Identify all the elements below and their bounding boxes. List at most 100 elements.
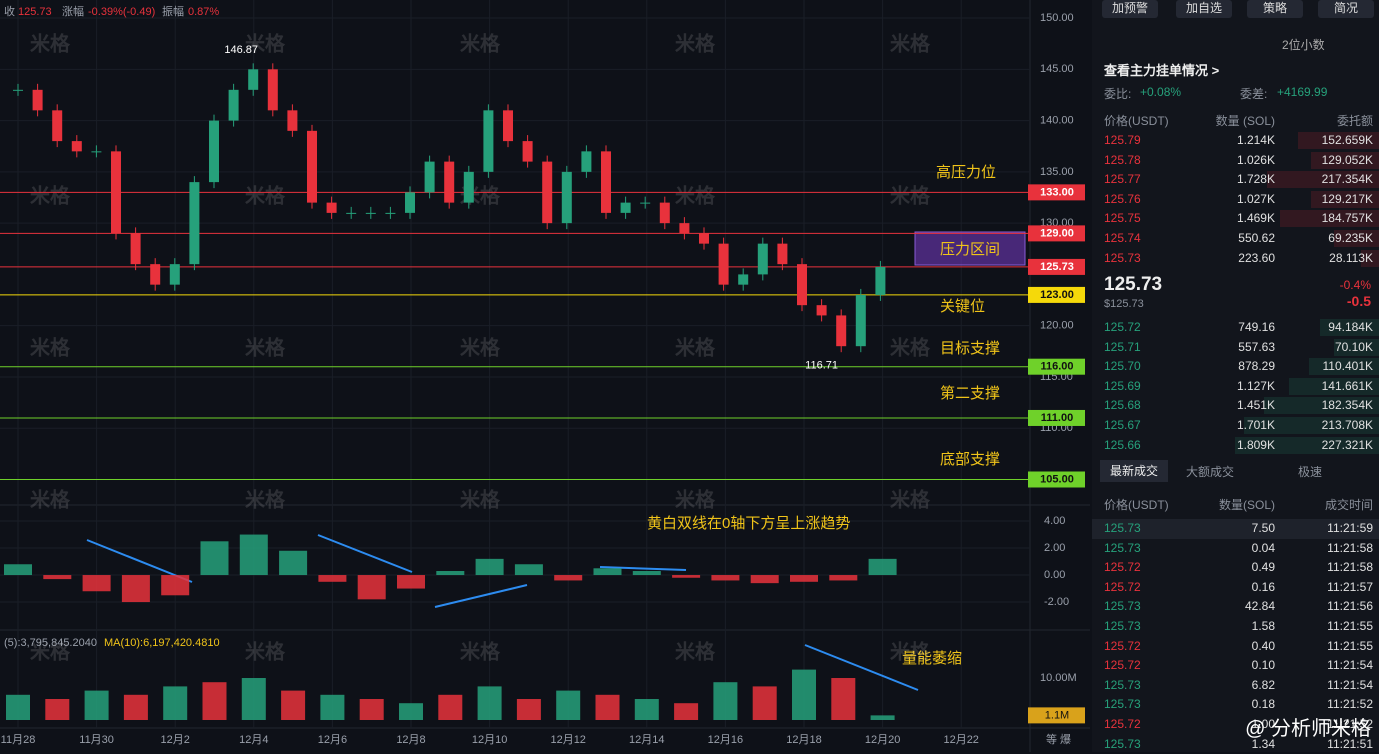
macd-bar	[43, 575, 72, 580]
cell: 184.757K	[1321, 211, 1373, 226]
cell: 0.49	[1251, 560, 1275, 575]
candle	[757, 243, 768, 275]
tab[interactable]: 极速	[1298, 465, 1323, 479]
watermark: 米格	[460, 487, 501, 511]
cell: 110.401K	[1322, 359, 1374, 374]
candle	[561, 171, 572, 224]
cell: 11:21:55	[1327, 638, 1373, 653]
watermark: 米格	[245, 639, 286, 663]
volume-bar	[241, 678, 266, 720]
volume-bar	[870, 715, 895, 720]
tab[interactable]: 最新成交	[1100, 460, 1168, 482]
watermark: 米格	[890, 183, 931, 207]
cell: 1.701K	[1236, 418, 1275, 432]
cell: 125.77	[1104, 172, 1141, 187]
candle	[424, 161, 435, 193]
volume-bar	[399, 703, 423, 720]
decimals[interactable]: 2位小数	[1282, 38, 1325, 52]
macd-bar	[750, 575, 779, 584]
book-row: 125.71 557.63 70.10K	[1092, 338, 1379, 358]
annotation: 目标支撑	[940, 340, 1000, 357]
candle	[444, 161, 455, 203]
trade-row: 125.73 1.58 11:21:55	[1092, 617, 1379, 637]
button[interactable]: 简况	[1318, 0, 1374, 18]
candle	[463, 171, 474, 203]
high-label: 146.87	[224, 44, 258, 56]
candle	[836, 315, 847, 347]
trade-row: 125.73 7.50 11:21:59	[1092, 519, 1379, 539]
cell: 94.184K	[1328, 320, 1373, 334]
cell: 125.67	[1104, 418, 1141, 432]
trend-arrow	[317, 534, 413, 573]
button[interactable]: 加自选	[1176, 0, 1232, 18]
cell: 125.73	[1104, 619, 1141, 633]
macd-bar	[161, 575, 190, 596]
level-label: 129.00	[1040, 227, 1074, 239]
cell: 11:21:54	[1327, 677, 1373, 692]
y-tick-label: 2.00	[1044, 542, 1065, 554]
watermark: 米格	[30, 639, 71, 663]
cell: 1.34	[1251, 736, 1275, 751]
x-tick-label: 12月14	[629, 734, 664, 746]
volume-tag	[1028, 707, 1085, 724]
cell: 1.027K	[1236, 191, 1275, 206]
trade-row: 125.72 0.49 11:21:58	[1092, 558, 1379, 578]
macd-bar	[790, 575, 818, 582]
cell: 227.321K	[1321, 437, 1373, 452]
cell: 0.04	[1251, 540, 1275, 555]
last-pct: -0.4%	[1339, 278, 1371, 292]
x-tick-label: 12月6	[318, 734, 347, 746]
level-tag	[1028, 471, 1085, 488]
watermark: 米格	[890, 487, 931, 511]
macd-bar	[672, 575, 701, 578]
candle	[738, 274, 749, 285]
macd-bar	[318, 575, 347, 582]
watermark: 米格	[675, 639, 716, 663]
button[interactable]: 策略	[1247, 0, 1303, 18]
cell: 70.10K	[1334, 339, 1373, 354]
volume-bar	[84, 690, 109, 720]
cell: 11:21:51	[1327, 736, 1373, 751]
cell: 223.60	[1238, 250, 1275, 265]
volume-bar	[320, 694, 345, 720]
annotation: 黄白双线在0轴下方呈上涨趋势	[647, 515, 850, 532]
diff-label: 委差:	[1240, 87, 1268, 101]
level-label: 123.00	[1040, 289, 1074, 301]
x-tick-label: 12月20	[865, 734, 900, 746]
tab[interactable]: 大额成交	[1186, 465, 1235, 479]
chart: 收 125.73 涨幅 -0.39%(-0.49) 振幅 0.87% 高压力位 …	[0, 0, 1090, 752]
change: -0.39%(-0.49)	[88, 6, 155, 18]
cell: 0.10	[1251, 658, 1275, 673]
level-label: 125.73	[1040, 261, 1074, 273]
watermark: 米格	[30, 31, 71, 55]
button[interactable]: 加预警	[1102, 0, 1158, 18]
cell: 11:21:57	[1327, 579, 1373, 594]
brand: @ 分析师米格	[1245, 718, 1371, 740]
level-tag	[1028, 225, 1085, 242]
x-tick-label: 12月2	[161, 734, 190, 746]
footer: 等 爆	[1046, 732, 1071, 746]
book-row: 125.77 1.728K 217.354K	[1092, 170, 1379, 190]
book-row: 125.69 1.127K 141.661K	[1092, 377, 1379, 397]
watermark: 米格	[245, 335, 286, 359]
level-tag	[1028, 358, 1085, 375]
macd-bar	[632, 571, 661, 576]
low-label: 116.71	[805, 359, 838, 371]
depth-bar	[1235, 436, 1379, 454]
book-link[interactable]: 查看主力挂单情况 >	[1104, 63, 1220, 78]
watermark: 米格	[675, 335, 716, 359]
level-tag	[1028, 409, 1085, 426]
volume-bar	[123, 694, 148, 720]
cell: 69.235K	[1328, 231, 1373, 245]
annotation: 底部支撑	[940, 451, 1000, 468]
side-panel: 加预警 加自选 策略 简况 2位小数 查看主力挂单情况 > 委比: +0.08%…	[1092, 0, 1379, 752]
cell: 125.73	[1104, 599, 1141, 614]
trade-row: 125.73 42.84 11:21:56	[1092, 597, 1379, 617]
cell: 0.18	[1251, 697, 1275, 712]
cell: 125.73	[1104, 736, 1141, 751]
cell: 125.73	[1104, 697, 1141, 712]
candle	[307, 130, 317, 203]
volume-ma5: (5):3,795,845.2040	[4, 637, 97, 649]
close: 125.73	[18, 6, 52, 18]
cell: 1.00	[1251, 717, 1275, 731]
